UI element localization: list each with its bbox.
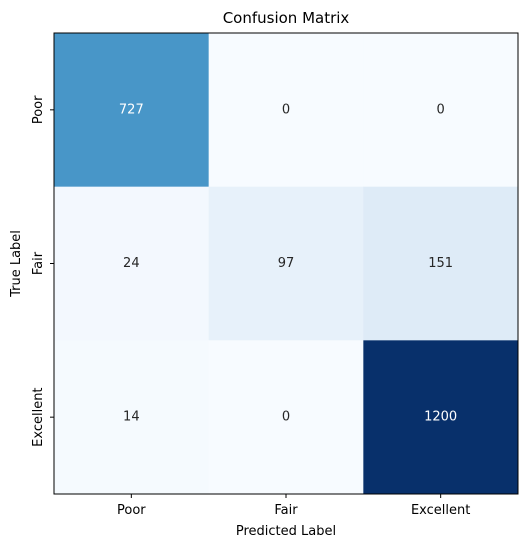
heatmap-cell	[363, 340, 519, 495]
heatmap-cells: 727 0 0 24 97 151 14 0 1200	[54, 33, 519, 495]
cell-value-label: 97	[278, 256, 295, 271]
y-tick-label: Poor	[31, 95, 46, 124]
heatmap-cell	[208, 33, 364, 188]
x-tick-label: Poor	[117, 503, 146, 518]
cell-value-label: 727	[119, 102, 144, 117]
heatmap-cell	[208, 340, 364, 495]
heatmap-cell	[54, 340, 210, 495]
cell-value-label: 14	[123, 410, 140, 425]
y-tick-label: Fair	[31, 251, 46, 275]
cell-value-label: 0	[282, 102, 290, 117]
heatmap-cell	[54, 186, 210, 341]
cell-value-label: 0	[282, 410, 290, 425]
x-axis-ticks: Poor Fair Excellent	[117, 494, 470, 518]
heatmap-cell	[54, 33, 210, 188]
heatmap-cell	[363, 33, 519, 188]
cell-value-label: 0	[437, 102, 445, 117]
x-axis-label: Predicted Label	[236, 524, 336, 539]
y-tick-label: Excellent	[31, 387, 46, 446]
x-tick-label: Fair	[274, 503, 298, 518]
cell-value-label: 1200	[424, 410, 457, 425]
cell-value-label: 24	[123, 256, 140, 271]
heatmap-cell	[363, 186, 519, 341]
heatmap-cell	[208, 186, 364, 341]
y-axis-label: True Label	[9, 230, 24, 298]
x-tick-label: Excellent	[411, 503, 470, 518]
chart-title: Confusion Matrix	[223, 9, 350, 27]
y-axis-ticks: Poor Fair Excellent	[31, 95, 54, 447]
cell-value-label: 151	[428, 256, 453, 271]
